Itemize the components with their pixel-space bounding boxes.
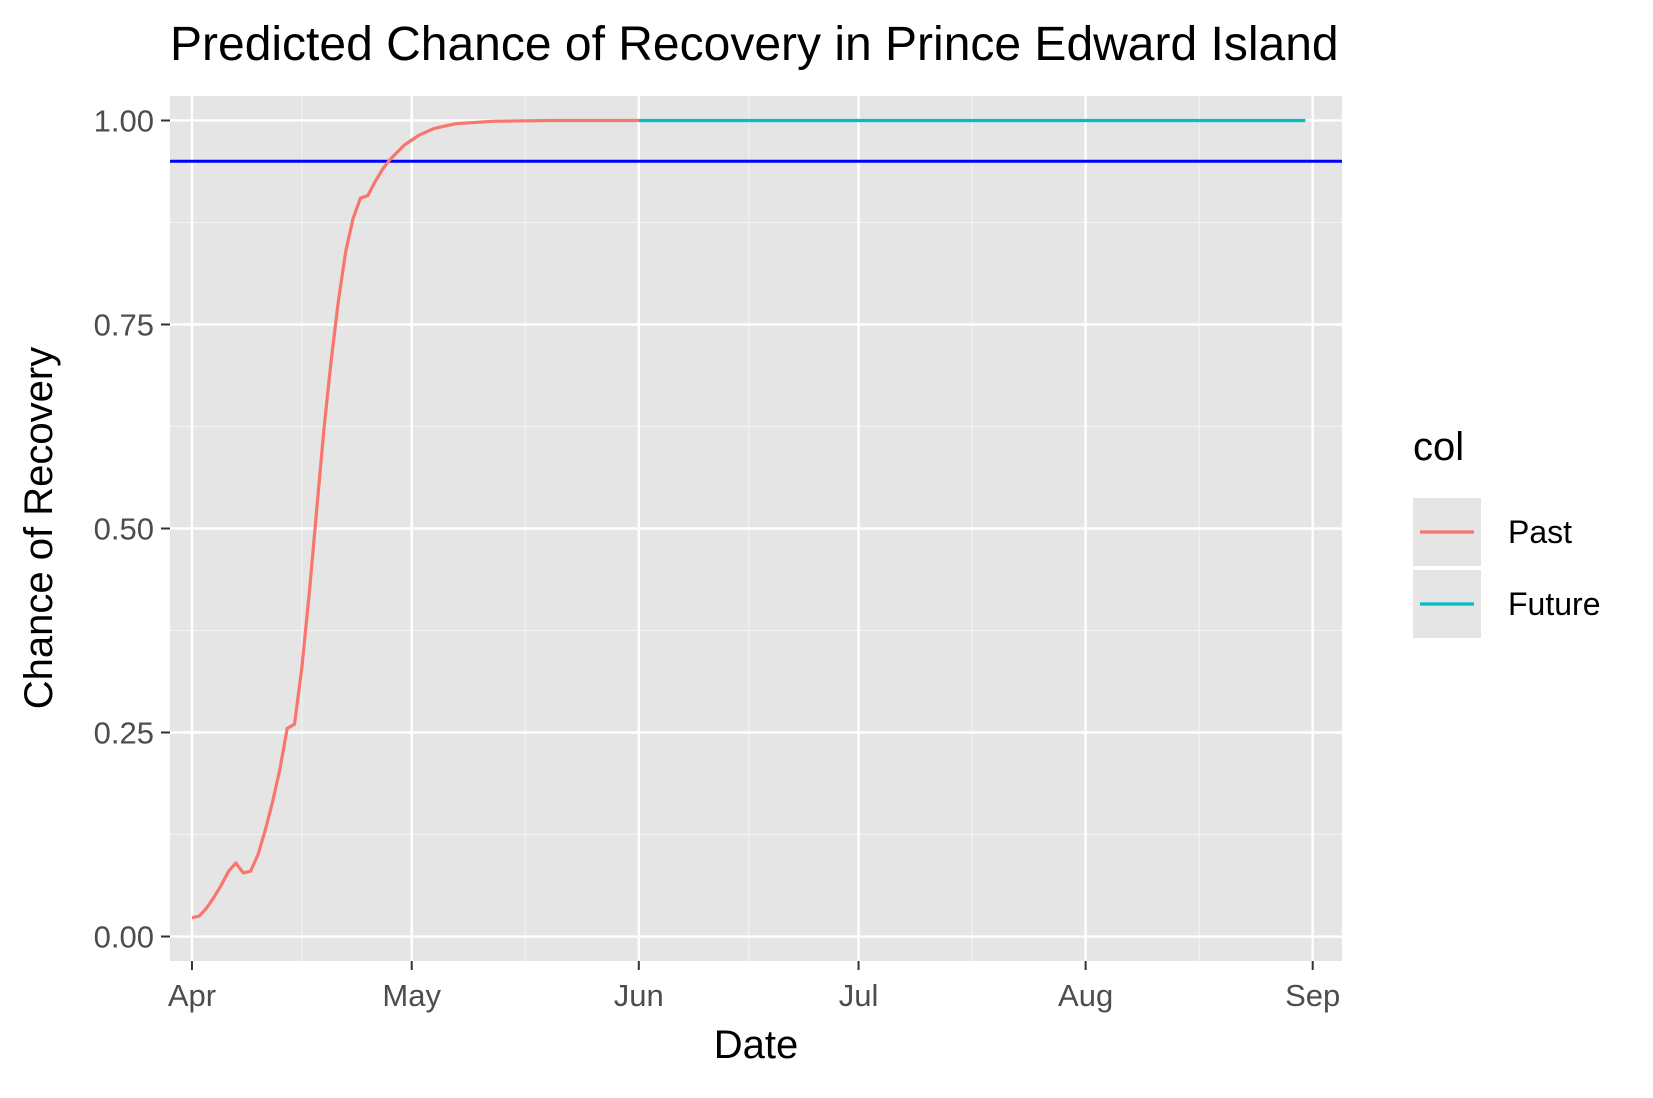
- x-axis-title: Date: [714, 1023, 799, 1067]
- legend-label-past: Past: [1508, 514, 1572, 550]
- y-tick-label: 0.25: [94, 716, 154, 751]
- x-tick-label: Apr: [168, 978, 216, 1013]
- y-tick-label: 0.00: [94, 920, 154, 955]
- x-tick-label: Jul: [839, 978, 879, 1013]
- chart-title: Predicted Chance of Recovery in Prince E…: [170, 18, 1339, 71]
- y-tick-label: 0.50: [94, 512, 154, 547]
- y-axis-title: Chance of Recovery: [17, 347, 61, 709]
- plot-area: 0.00 0.25 0.50 0.75 1.00 Apr May Jun Jul Aug Sep: [94, 96, 1342, 1013]
- x-tick-label: Jun: [614, 978, 664, 1013]
- x-tick-label: Aug: [1058, 978, 1113, 1013]
- legend: col Past Future: [1413, 425, 1600, 638]
- x-tick-label: Sep: [1285, 978, 1340, 1013]
- series-line-past: [191, 118, 639, 920]
- y-tick-label: 1.00: [94, 103, 154, 138]
- legend-label-future: Future: [1508, 586, 1600, 622]
- x-tick-label: May: [382, 978, 441, 1013]
- y-tick-label: 0.75: [94, 307, 154, 342]
- legend-title: col: [1413, 425, 1464, 469]
